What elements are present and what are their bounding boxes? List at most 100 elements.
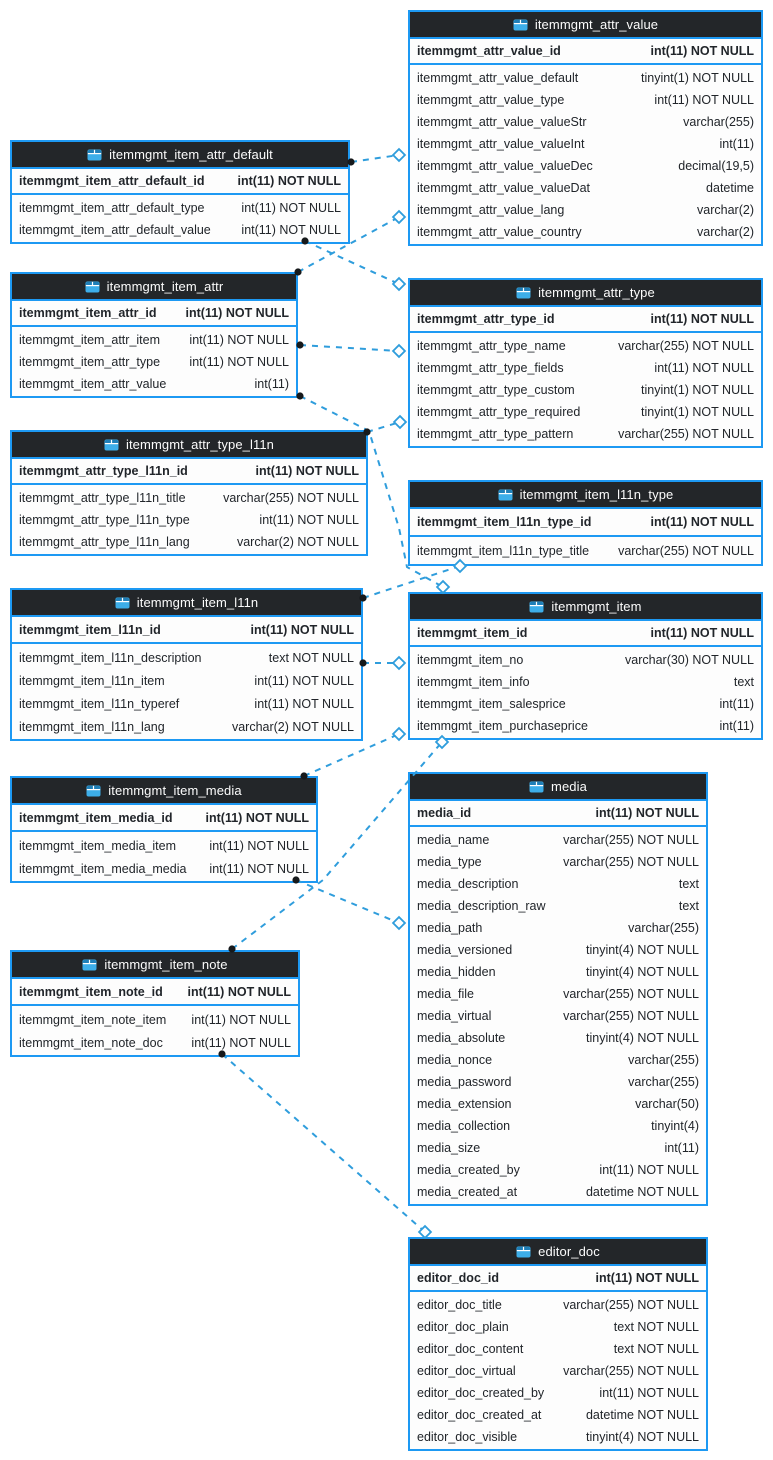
column-row[interactable]: itemmgmt_item_attr_default_id int(11) NOT… [12, 169, 348, 193]
column-row[interactable]: media_id int(11) NOT NULL [410, 801, 706, 825]
column-row[interactable]: itemmgmt_item_attr_item int(11) NOT NULL [12, 329, 296, 351]
table-header[interactable]: itemmgmt_item_note [12, 952, 298, 979]
column-row[interactable]: editor_doc_created_at datetime NOT NULL [410, 1404, 706, 1426]
column-row[interactable]: media_type varchar(255) NOT NULL [410, 851, 706, 873]
table-itemmgmt_item[interactable]: itemmgmt_item itemmgmt_item_id int(11) NOT… [408, 592, 763, 740]
column-row[interactable]: itemmgmt_item_attr_type int(11) NOT NULL [12, 351, 296, 373]
table-header[interactable]: itemmgmt_item_l11n [12, 590, 361, 617]
column-row[interactable]: media_created_by int(11) NOT NULL [410, 1159, 706, 1181]
column-row[interactable]: media_hidden tinyint(4) NOT NULL [410, 961, 706, 983]
column-row[interactable]: media_file varchar(255) NOT NULL [410, 983, 706, 1005]
column-row[interactable]: itemmgmt_attr_value_valueStr varchar(255) [410, 111, 761, 133]
column-row[interactable]: itemmgmt_item_attr_default_value int(11) … [12, 219, 348, 241]
column-row[interactable]: itemmgmt_attr_type_pattern varchar(255) N… [410, 423, 761, 445]
column-row[interactable]: media_size int(11) [410, 1137, 706, 1159]
column-row[interactable]: itemmgmt_attr_value_id int(11) NOT NULL [410, 39, 761, 63]
column-row[interactable]: itemmgmt_attr_type_l11n_id int(11) NOT NU… [12, 459, 366, 483]
column-row[interactable]: media_description_raw text [410, 895, 706, 917]
relation-itemmgmt_item_attr_default-to-itemmgmt_attr_value[interactable] [347, 147, 407, 166]
column-row[interactable]: itemmgmt_item_attr_default_type int(11) N… [12, 197, 348, 219]
column-row[interactable]: editor_doc_visible tinyint(4) NOT NULL [410, 1426, 706, 1448]
column-row[interactable]: itemmgmt_item_media_id int(11) NOT NULL [12, 805, 316, 830]
column-row[interactable]: media_versioned tinyint(4) NOT NULL [410, 939, 706, 961]
column-row[interactable]: itemmgmt_attr_type_l11n_title varchar(255… [12, 487, 366, 509]
column-row[interactable]: media_collection tinyint(4) [410, 1115, 706, 1137]
column-row[interactable]: editor_doc_id int(11) NOT NULL [410, 1266, 706, 1290]
column-row[interactable]: media_virtual varchar(255) NOT NULL [410, 1005, 706, 1027]
column-row[interactable]: editor_doc_virtual varchar(255) NOT NULL [410, 1360, 706, 1382]
relation-itemmgmt_item_attr_default-to-itemmgmt_attr_type[interactable] [301, 237, 407, 292]
column-row[interactable]: itemmgmt_item_media_item int(11) NOT NULL [12, 834, 316, 857]
table-itemmgmt_item_l11n_type[interactable]: itemmgmt_item_l11n_type itemmgmt_item_l11… [408, 480, 763, 566]
column-row[interactable]: itemmgmt_item_no varchar(30) NOT NULL [410, 649, 761, 671]
column-row[interactable]: itemmgmt_item_note_item int(11) NOT NULL [12, 1008, 298, 1031]
column-row[interactable]: itemmgmt_attr_value_type int(11) NOT NULL [410, 89, 761, 111]
column-row[interactable]: itemmgmt_item_l11n_type_id int(11) NOT NU… [410, 509, 761, 535]
column-row[interactable]: itemmgmt_item_l11n_typeref int(11) NOT NU… [12, 692, 361, 715]
table-media[interactable]: media media_id int(11) NOT NULL media_name v… [408, 772, 708, 1206]
relation-itemmgmt_attr_type_l11n-to-itemmgmt_attr_type[interactable] [363, 414, 408, 436]
relation-itemmgmt_item_attr-to-itemmgmt_attr_type[interactable] [296, 341, 407, 359]
column-row[interactable]: itemmgmt_item_note_doc int(11) NOT NULL [12, 1031, 298, 1054]
column-row[interactable]: itemmgmt_item_l11n_description text NOT N… [12, 646, 361, 669]
column-row[interactable]: itemmgmt_attr_value_valueInt int(11) [410, 133, 761, 155]
column-row[interactable]: media_nonce varchar(255) [410, 1049, 706, 1071]
column-row[interactable]: itemmgmt_item_l11n_lang varchar(2) NOT NU… [12, 715, 361, 738]
column-row[interactable]: itemmgmt_item_media_media int(11) NOT NUL… [12, 857, 316, 880]
column-row[interactable]: itemmgmt_item_attr_value int(11) [12, 373, 296, 395]
table-header[interactable]: itemmgmt_attr_type_l11n [12, 432, 366, 459]
table-itemmgmt_item_note[interactable]: itemmgmt_item_note itemmgmt_item_note_id i… [10, 950, 300, 1057]
table-header[interactable]: itemmgmt_item_media [12, 778, 316, 805]
column-row[interactable]: itemmgmt_item_info text [410, 671, 761, 693]
table-header[interactable]: itemmgmt_item_attr_default [12, 142, 348, 169]
column-row[interactable]: itemmgmt_item_id int(11) NOT NULL [410, 621, 761, 645]
column-row[interactable]: media_description text [410, 873, 706, 895]
column-row[interactable]: editor_doc_content text NOT NULL [410, 1338, 706, 1360]
column-row[interactable]: media_name varchar(255) NOT NULL [410, 829, 706, 851]
column-row[interactable]: itemmgmt_attr_value_valueDec decimal(19,5… [410, 155, 761, 177]
column-row[interactable]: itemmgmt_attr_type_fields int(11) NOT NUL… [410, 357, 761, 379]
table-editor_doc[interactable]: editor_doc editor_doc_id int(11) NOT NULL e… [408, 1237, 708, 1451]
table-itemmgmt_attr_type[interactable]: itemmgmt_attr_type itemmgmt_attr_type_id i… [408, 278, 763, 448]
relation-itemmgmt_item_l11n-to-itemmgmt_item[interactable] [359, 655, 407, 671]
column-row[interactable]: editor_doc_title varchar(255) NOT NULL [410, 1294, 706, 1316]
column-row[interactable]: itemmgmt_item_l11n_id int(11) NOT NULL [12, 617, 361, 642]
column-row[interactable]: itemmgmt_attr_value_valueDat datetime [410, 177, 761, 199]
column-row[interactable]: itemmgmt_attr_type_id int(11) NOT NULL [410, 307, 761, 331]
column-row[interactable]: media_created_at datetime NOT NULL [410, 1181, 706, 1203]
table-header[interactable]: itemmgmt_item [410, 594, 761, 621]
column-row[interactable]: itemmgmt_item_purchaseprice int(11) [410, 715, 761, 737]
column-row[interactable]: itemmgmt_item_l11n_item int(11) NOT NULL [12, 669, 361, 692]
column-row[interactable]: itemmgmt_attr_type_l11n_type int(11) NOT … [12, 509, 366, 531]
column-row[interactable]: editor_doc_created_by int(11) NOT NULL [410, 1382, 706, 1404]
column-row[interactable]: itemmgmt_attr_value_country varchar(2) [410, 221, 761, 243]
table-itemmgmt_attr_value[interactable]: itemmgmt_attr_value itemmgmt_attr_value_i… [408, 10, 763, 246]
column-row[interactable]: itemmgmt_attr_type_custom tinyint(1) NOT … [410, 379, 761, 401]
column-row[interactable]: itemmgmt_attr_type_name varchar(255) NOT … [410, 335, 761, 357]
table-header[interactable]: itemmgmt_attr_type [410, 280, 761, 307]
relation-itemmgmt_item_media-to-media[interactable] [292, 876, 407, 931]
table-header[interactable]: media [410, 774, 706, 801]
table-header[interactable]: itemmgmt_attr_value [410, 12, 761, 39]
column-row[interactable]: itemmgmt_attr_value_default tinyint(1) NO… [410, 67, 761, 89]
column-row[interactable]: itemmgmt_item_l11n_type_title varchar(255… [410, 539, 761, 563]
table-header[interactable]: itemmgmt_item_attr [12, 274, 296, 301]
table-header[interactable]: itemmgmt_item_l11n_type [410, 482, 761, 509]
column-row[interactable]: media_extension varchar(50) [410, 1093, 706, 1115]
column-row[interactable]: media_path varchar(255) [410, 917, 706, 939]
column-row[interactable]: media_absolute tinyint(4) NOT NULL [410, 1027, 706, 1049]
table-itemmgmt_item_attr_default[interactable]: itemmgmt_item_attr_default itemmgmt_item_… [10, 140, 350, 244]
table-itemmgmt_attr_type_l11n[interactable]: itemmgmt_attr_type_l11n itemmgmt_attr_typ… [10, 430, 368, 556]
column-row[interactable]: editor_doc_plain text NOT NULL [410, 1316, 706, 1338]
column-row[interactable]: itemmgmt_attr_type_required tinyint(1) NO… [410, 401, 761, 423]
table-itemmgmt_item_attr[interactable]: itemmgmt_item_attr itemmgmt_item_attr_id i… [10, 272, 298, 398]
table-itemmgmt_item_l11n[interactable]: itemmgmt_item_l11n itemmgmt_item_l11n_id i… [10, 588, 363, 741]
relation-itemmgmt_item_note-to-editor_doc[interactable] [218, 1050, 433, 1240]
column-row[interactable]: itemmgmt_attr_type_l11n_lang varchar(2) N… [12, 531, 366, 553]
table-itemmgmt_item_media[interactable]: itemmgmt_item_media itemmgmt_item_media_i… [10, 776, 318, 883]
column-row[interactable]: media_password varchar(255) [410, 1071, 706, 1093]
column-row[interactable]: itemmgmt_attr_value_lang varchar(2) [410, 199, 761, 221]
column-row[interactable]: itemmgmt_item_salesprice int(11) [410, 693, 761, 715]
table-header[interactable]: editor_doc [410, 1239, 706, 1266]
